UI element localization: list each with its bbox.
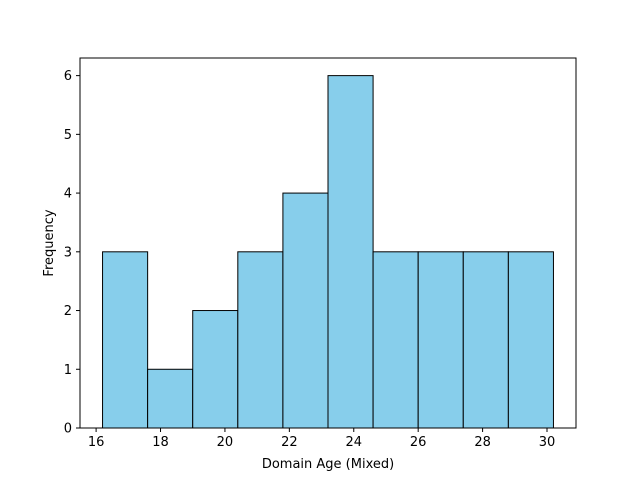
histogram-bar [102, 251, 149, 429]
y-tick-label: 3 [64, 245, 72, 260]
y-tick-label: 0 [64, 422, 72, 437]
bars-group [102, 75, 554, 429]
histogram-bar [192, 310, 239, 429]
y-tick-label: 4 [64, 187, 72, 202]
histogram-bar [462, 251, 509, 429]
x-tick-label: 24 [345, 435, 362, 450]
histogram-bar [507, 251, 554, 429]
x-tick-label: 26 [410, 435, 427, 450]
y-tick-label: 6 [64, 69, 72, 84]
y-tick-label: 1 [64, 363, 72, 378]
histogram-bar [282, 192, 329, 429]
histogram-bar [417, 251, 464, 429]
histogram-bar [327, 75, 374, 429]
histogram-bar [147, 368, 194, 429]
x-tick-label: 18 [152, 435, 169, 450]
x-tick-label: 30 [539, 435, 556, 450]
y-tick-label: 2 [64, 304, 72, 319]
histogram-bar [372, 251, 419, 429]
plot-frame [79, 57, 577, 429]
y-axis-label: Frequency [42, 209, 57, 276]
histogram-bar [237, 251, 284, 429]
x-tick-label: 20 [217, 435, 234, 450]
x-axis-label: Domain Age (Mixed) [262, 457, 394, 472]
x-axis-ticks: 16 18 20 22 24 26 28 30 [88, 428, 555, 450]
x-tick-label: 16 [88, 435, 105, 450]
x-tick-label: 28 [474, 435, 491, 450]
x-tick-label: 22 [281, 435, 298, 450]
y-tick-label: 5 [64, 128, 72, 143]
y-axis-ticks: 0 1 2 3 4 5 6 [64, 69, 80, 437]
